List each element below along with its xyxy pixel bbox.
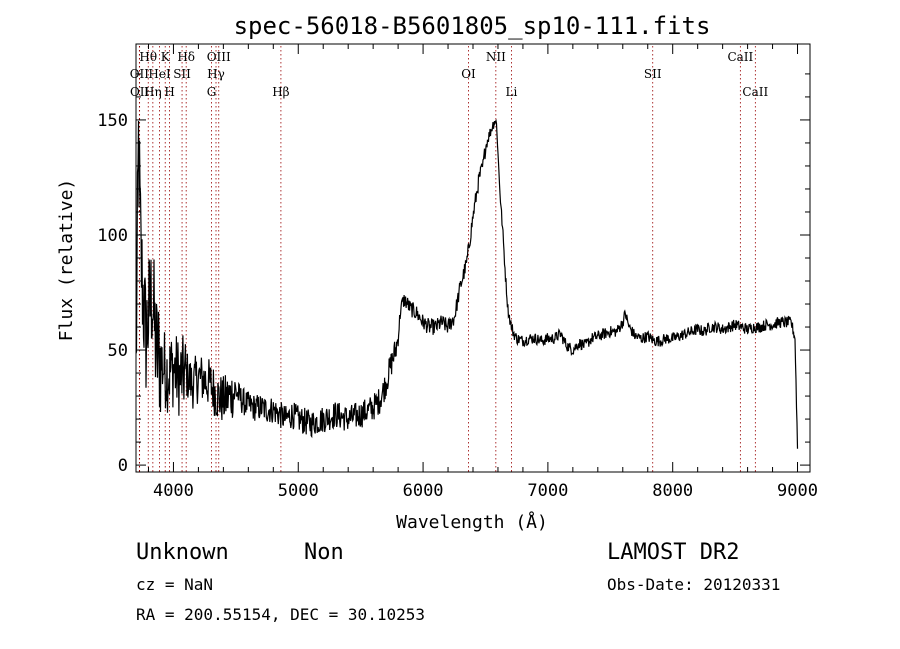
object-subclass: Non [304, 540, 344, 565]
y-tick-label: 0 [118, 456, 128, 476]
object-class: Unknown [136, 540, 229, 565]
coordinates: RA = 200.55154, DEC = 30.10253 [136, 605, 425, 624]
line-marker-label: SII [173, 67, 191, 81]
x-axis: 4000 5000 6000 7000 8000 9000 [147, 44, 818, 501]
x-axis-label: Wavelength (Å) [396, 511, 548, 533]
line-marker-label: Hθ [139, 50, 157, 64]
line-marker-label: G [207, 85, 217, 99]
x-tick-label: 5000 [278, 481, 319, 501]
line-marker-label: NII [486, 50, 506, 64]
x-tick-label: 6000 [403, 481, 444, 501]
x-tick-label: 4000 [153, 481, 194, 501]
survey-label: LAMOST DR2 [607, 540, 739, 565]
line-marker-label: K [161, 50, 171, 64]
line-marker-label: H [164, 85, 174, 99]
line-marker-label: CaII [742, 85, 768, 99]
line-marker-label: Hγ [207, 67, 225, 81]
x-tick-label: 9000 [777, 481, 818, 501]
line-marker-label: Hδ [177, 50, 195, 64]
line-marker-label: Hβ [272, 85, 289, 99]
redshift-cz: cz = NaN [136, 575, 213, 594]
y-axis: 0 50 100 150 [97, 73, 810, 476]
y-tick-label: 100 [97, 226, 128, 246]
line-marker-label: HeI [148, 67, 171, 81]
y-tick-label: 150 [97, 111, 128, 131]
x-tick-label: 8000 [652, 481, 693, 501]
line-marker-label: CaII [727, 50, 753, 64]
line-marker-label: SII [644, 67, 662, 81]
line-marker-label: Li [506, 85, 518, 99]
line-marker-label: OI [461, 67, 476, 81]
y-axis-label: Flux (relative) [56, 179, 77, 342]
plot-frame [135, 43, 811, 473]
line-marker-label: OIII [207, 50, 231, 64]
line-marker-label: Hη [144, 85, 162, 99]
spectrum-line [135, 118, 799, 449]
chart-title: spec-56018-B5601805_sp10-111.fits [234, 12, 711, 40]
observation-date: Obs-Date: 20120331 [607, 575, 780, 594]
x-tick-label: 7000 [527, 481, 568, 501]
line-marker-label: OII [130, 85, 150, 99]
y-tick-label: 50 [108, 341, 128, 361]
